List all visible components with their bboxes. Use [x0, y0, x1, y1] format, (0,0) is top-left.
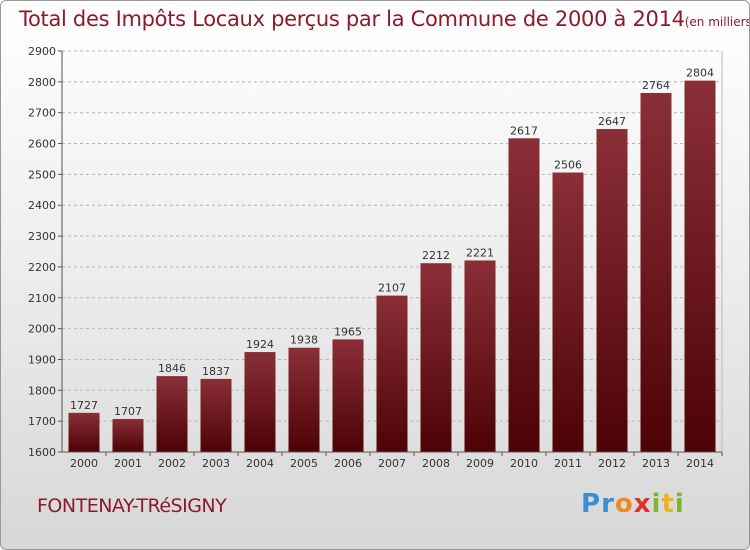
x-tick-label: 2011	[554, 457, 582, 470]
x-tick-label: 2013	[642, 457, 670, 470]
x-tick-label: 2008	[422, 457, 450, 470]
data-label: 2212	[422, 249, 450, 262]
logo-letter: r	[601, 489, 615, 519]
y-tick-label: 2800	[28, 76, 56, 89]
bar-2003	[200, 378, 232, 452]
data-label: 1707	[114, 405, 142, 418]
data-label: 1846	[158, 362, 186, 375]
x-tick-label: 2007	[378, 457, 406, 470]
logo-letter: o	[614, 489, 634, 519]
axes: 1600 1700 1800 1900 2000 2100 2200 2300 2400 2500…	[28, 45, 723, 470]
bar-2000	[68, 412, 100, 452]
x-tick-label: 2014	[686, 457, 714, 470]
data-label: 1837	[202, 365, 230, 378]
data-label: 2221	[466, 246, 494, 259]
bar-2002	[156, 376, 188, 452]
bar-2005	[288, 347, 320, 452]
bar-2004	[244, 352, 276, 452]
x-tick-label: 2004	[246, 457, 274, 470]
bar-2007	[376, 295, 408, 452]
data-label: 2617	[510, 124, 538, 137]
data-label: 2647	[598, 115, 626, 128]
data-label: 2804	[686, 67, 714, 80]
bar-2001	[112, 418, 144, 452]
x-tick-label: 2012	[598, 457, 626, 470]
bar-2006	[332, 339, 364, 452]
logo-letter: i	[674, 489, 685, 519]
y-tick-label: 2400	[28, 199, 56, 212]
x-tick-label: 2001	[114, 457, 142, 470]
data-label: 1727	[70, 399, 98, 412]
bars	[68, 80, 716, 452]
x-tick-label: 2006	[334, 457, 362, 470]
commune-name: FONTENAY-TRéSIGNY	[37, 495, 227, 517]
logo-letter: i	[651, 489, 662, 519]
y-tick-label: 2900	[28, 45, 56, 58]
x-tick-label: 2002	[158, 457, 186, 470]
y-tick-label: 2600	[28, 138, 56, 151]
x-tick-label: 2009	[466, 457, 494, 470]
y-tick-label: 1800	[28, 384, 56, 397]
y-tick-label: 2300	[28, 230, 56, 243]
x-tick-label: 2010	[510, 457, 538, 470]
bar-2008	[420, 263, 452, 452]
bar-2009	[464, 260, 496, 452]
data-label: 1965	[334, 325, 362, 338]
bar-2014	[684, 80, 716, 452]
data-label: 2506	[554, 159, 582, 172]
y-tick-label: 1700	[28, 415, 56, 428]
data-label: 2107	[378, 282, 406, 295]
logo-letter: x	[633, 489, 652, 519]
y-tick-label: 1900	[28, 353, 56, 366]
y-tick-label: 1600	[28, 446, 56, 459]
x-tick-label: 2003	[202, 457, 230, 470]
bar-2011	[552, 172, 584, 452]
logo-letter: t	[661, 489, 675, 519]
y-tick-label: 2500	[28, 168, 56, 181]
x-tick-label: 2005	[290, 457, 318, 470]
logo-letter: P	[581, 489, 602, 519]
bar-2013	[640, 92, 672, 452]
data-labels: 1727 1707 1846 1837 1924 1938 1965 2107 2212 2221…	[70, 67, 714, 418]
proxiti-logo: Proxiti	[581, 489, 685, 519]
data-label: 1938	[290, 334, 318, 347]
chart-title: Total des Impôts Locaux perçus par la Co…	[19, 7, 750, 31]
chart-unit: (en milliers d'€)	[684, 15, 750, 29]
data-label: 1924	[246, 338, 274, 351]
x-tick-label: 2000	[70, 457, 98, 470]
y-tick-label: 2100	[28, 292, 56, 305]
chart-title-text: Total des Impôts Locaux perçus par la Co…	[19, 7, 685, 31]
y-tick-label: 2700	[28, 107, 56, 120]
bar-2010	[508, 138, 540, 452]
bar-2012	[596, 129, 628, 452]
y-tick-label: 2000	[28, 323, 56, 336]
y-tick-label: 2200	[28, 261, 56, 274]
data-label: 2764	[642, 79, 670, 92]
